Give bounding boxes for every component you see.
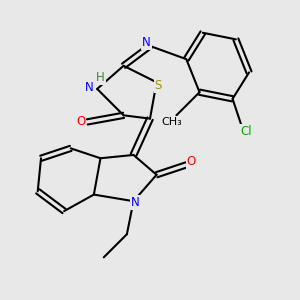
Text: N: N <box>131 196 140 209</box>
Text: S: S <box>154 79 162 92</box>
Text: N: N <box>85 81 93 94</box>
Text: O: O <box>187 155 196 168</box>
Text: H: H <box>96 71 105 84</box>
Text: Cl: Cl <box>240 125 252 138</box>
Text: O: O <box>76 116 85 128</box>
Text: CH₃: CH₃ <box>161 117 182 127</box>
Text: N: N <box>142 36 151 49</box>
